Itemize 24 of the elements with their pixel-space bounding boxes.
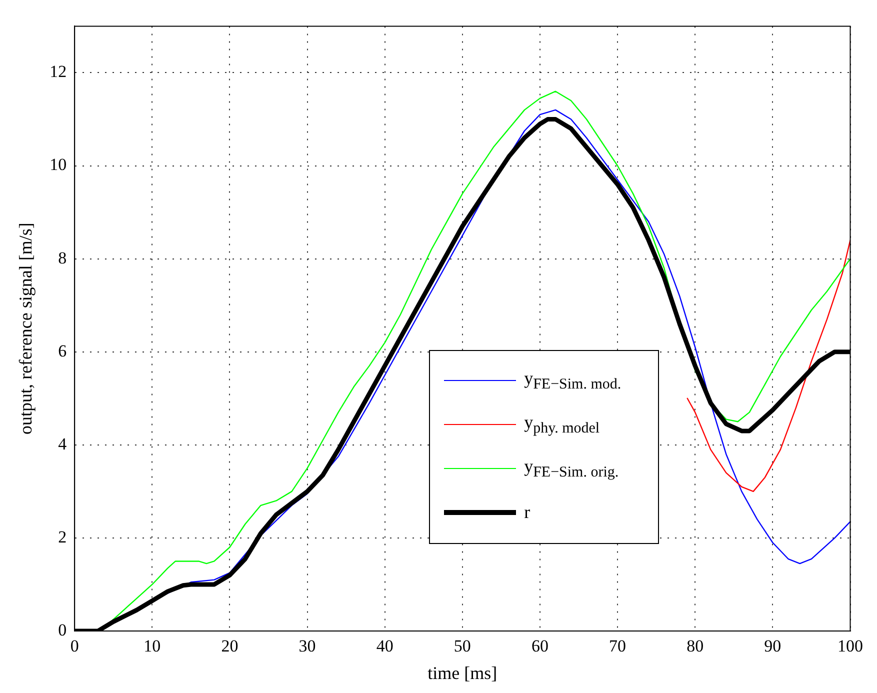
y-tick-label: 6	[58, 341, 67, 360]
x-tick-label: 40	[376, 636, 394, 656]
x-tick-label: 90	[764, 636, 782, 656]
x-tick-label: 20	[221, 636, 238, 656]
x-tick-label: 50	[454, 636, 471, 656]
y-tick-label: 8	[58, 248, 67, 268]
legend-label: y$_{phy. model}$	[524, 412, 600, 438]
x-tick-label: 60	[531, 636, 548, 656]
y-tick-label: 12	[50, 62, 67, 82]
x-tick-label: 70	[609, 636, 626, 656]
y-tick-label: 0	[58, 620, 67, 640]
y-tick-label: 2	[58, 527, 67, 546]
x-tick-label: 10	[144, 636, 161, 656]
y-tick-label: 10	[50, 155, 67, 174]
x-tick-label: 80	[686, 636, 704, 656]
x-tick-label: 30	[298, 636, 316, 656]
legend-label: y$_{FE−Sim. mod.}$	[524, 368, 622, 394]
x-tick-label: 100	[838, 636, 863, 656]
y-tick-label: 4	[58, 434, 68, 454]
y-axis-title: output, reference signal [m/s]	[16, 222, 36, 435]
legend-label: y$_{FE−Sim. orig.}$	[524, 456, 619, 482]
legend-label: r	[524, 502, 530, 524]
x-axis-title: time [ms]	[428, 662, 498, 683]
x-tick-label: 0	[70, 636, 79, 656]
